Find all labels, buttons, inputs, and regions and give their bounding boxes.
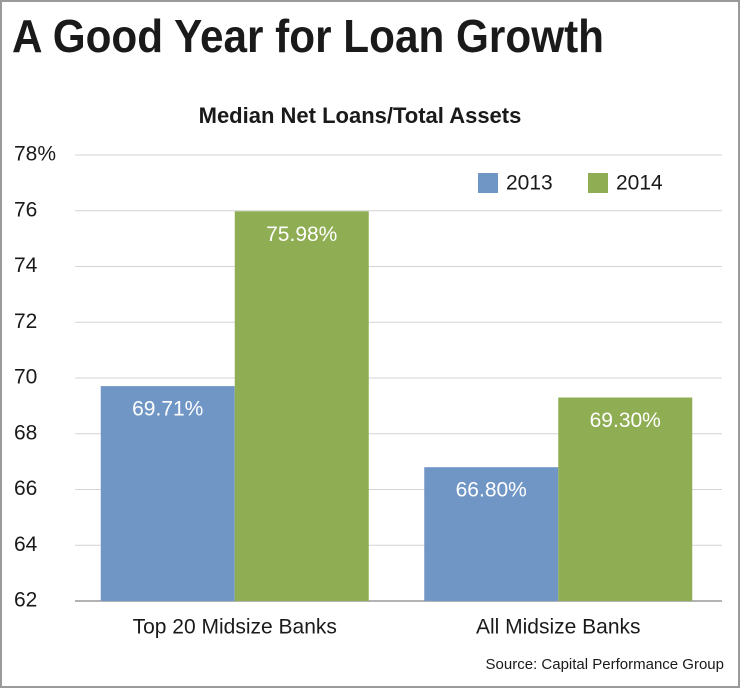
y-tick-label: 74 xyxy=(14,254,38,277)
y-tick-label: 64 xyxy=(14,533,38,556)
chart-title: A Good Year for Loan Growth xyxy=(12,10,604,62)
data-label: 75.98% xyxy=(266,223,337,246)
y-tick-label: 68 xyxy=(14,421,37,444)
y-tick-label: 78% xyxy=(14,143,56,166)
y-tick-label: 66 xyxy=(14,477,37,500)
bar xyxy=(558,397,693,601)
data-label: 69.30% xyxy=(590,409,661,432)
data-label: 66.80% xyxy=(456,479,527,502)
legend-swatch xyxy=(588,173,608,193)
legend-swatch xyxy=(478,173,498,193)
legend-label: 2013 xyxy=(506,172,553,195)
y-tick-label: 62 xyxy=(14,589,37,612)
y-tick-label: 72 xyxy=(14,310,37,333)
chart-subtitle: Median Net Loans/Total Assets xyxy=(199,103,522,128)
y-tick-label: 70 xyxy=(14,366,37,389)
x-tick-label: Top 20 Midsize Banks xyxy=(133,616,337,639)
bar xyxy=(100,386,235,601)
bar xyxy=(234,211,369,601)
data-label: 69.71% xyxy=(132,398,203,421)
y-tick-label: 76 xyxy=(14,198,37,221)
bar xyxy=(424,467,559,601)
legend-label: 2014 xyxy=(616,172,663,195)
x-tick-label: All Midsize Banks xyxy=(476,616,641,639)
source-note: Source: Capital Performance Group xyxy=(486,656,724,673)
